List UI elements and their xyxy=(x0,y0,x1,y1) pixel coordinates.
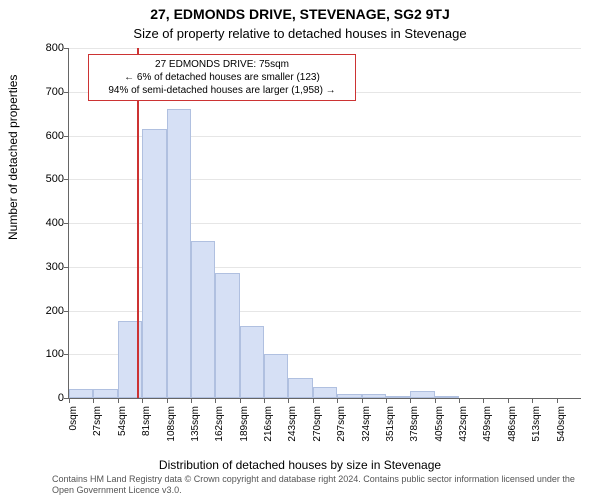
histogram-bar xyxy=(93,389,117,398)
x-tick-mark xyxy=(313,398,314,403)
x-tick-label: 486sqm xyxy=(507,406,518,466)
x-tick-label: 432sqm xyxy=(458,406,469,466)
histogram-bar xyxy=(386,396,410,398)
y-tick-label: 500 xyxy=(24,173,64,185)
y-tick-label: 800 xyxy=(24,42,64,54)
chart-title-description: Size of property relative to detached ho… xyxy=(0,26,600,41)
y-tick-mark xyxy=(64,354,69,355)
y-tick-label: 400 xyxy=(24,217,64,229)
y-tick-label: 700 xyxy=(24,86,64,98)
x-axis-label: Distribution of detached houses by size … xyxy=(0,458,600,472)
x-tick-mark xyxy=(142,398,143,403)
x-tick-label: 243sqm xyxy=(287,406,298,466)
histogram-bar xyxy=(362,394,386,398)
gridline xyxy=(69,48,581,49)
histogram-bar xyxy=(215,273,239,398)
y-tick-mark xyxy=(64,179,69,180)
y-tick-mark xyxy=(64,311,69,312)
x-tick-label: 378sqm xyxy=(409,406,420,466)
y-tick-label: 300 xyxy=(24,261,64,273)
y-axis-label: Number of detached properties xyxy=(6,75,20,240)
y-tick-label: 0 xyxy=(24,392,64,404)
x-tick-mark xyxy=(93,398,94,403)
histogram-bar xyxy=(69,389,93,398)
x-tick-mark xyxy=(508,398,509,403)
info-box-line: 27 EDMONDS DRIVE: 75sqm xyxy=(95,58,349,71)
x-tick-label: 54sqm xyxy=(117,406,128,466)
x-tick-label: 27sqm xyxy=(92,406,103,466)
x-tick-mark xyxy=(240,398,241,403)
x-tick-mark xyxy=(557,398,558,403)
x-tick-mark xyxy=(288,398,289,403)
x-tick-mark xyxy=(264,398,265,403)
histogram-bar xyxy=(142,129,166,398)
x-tick-mark xyxy=(167,398,168,403)
attribution-text: Contains HM Land Registry data © Crown c… xyxy=(52,474,592,496)
x-tick-label: 0sqm xyxy=(68,406,79,466)
y-tick-mark xyxy=(64,136,69,137)
x-tick-label: 216sqm xyxy=(263,406,274,466)
x-tick-label: 324sqm xyxy=(361,406,372,466)
x-tick-mark xyxy=(337,398,338,403)
x-tick-label: 351sqm xyxy=(385,406,396,466)
histogram-bar xyxy=(410,391,434,398)
x-tick-mark xyxy=(362,398,363,403)
x-tick-label: 405sqm xyxy=(434,406,445,466)
x-tick-mark xyxy=(532,398,533,403)
info-box-line: ← 6% of detached houses are smaller (123… xyxy=(95,71,349,84)
histogram-bar xyxy=(191,241,215,399)
y-tick-mark xyxy=(64,267,69,268)
info-box: 27 EDMONDS DRIVE: 75sqm← 6% of detached … xyxy=(88,54,356,101)
x-tick-label: 459sqm xyxy=(482,406,493,466)
x-tick-mark xyxy=(410,398,411,403)
x-tick-label: 81sqm xyxy=(141,406,152,466)
y-tick-label: 600 xyxy=(24,130,64,142)
y-tick-label: 100 xyxy=(24,348,64,360)
histogram-bar xyxy=(167,109,191,398)
x-tick-mark xyxy=(459,398,460,403)
y-tick-mark xyxy=(64,48,69,49)
histogram-bar xyxy=(240,326,264,398)
x-tick-mark xyxy=(69,398,70,403)
y-tick-label: 200 xyxy=(24,305,64,317)
x-tick-mark xyxy=(118,398,119,403)
chart-title-address: 27, EDMONDS DRIVE, STEVENAGE, SG2 9TJ xyxy=(0,6,600,22)
x-tick-label: 162sqm xyxy=(214,406,225,466)
histogram-bar xyxy=(337,394,361,398)
x-tick-label: 540sqm xyxy=(556,406,567,466)
info-box-line: 94% of semi-detached houses are larger (… xyxy=(95,84,349,97)
histogram-bar xyxy=(264,354,288,398)
x-tick-mark xyxy=(435,398,436,403)
histogram-bar xyxy=(435,396,459,398)
histogram-bar xyxy=(313,387,337,398)
x-tick-mark xyxy=(386,398,387,403)
y-tick-mark xyxy=(64,92,69,93)
x-tick-label: 297sqm xyxy=(336,406,347,466)
x-tick-label: 108sqm xyxy=(166,406,177,466)
x-tick-mark xyxy=(483,398,484,403)
x-tick-label: 135sqm xyxy=(190,406,201,466)
y-tick-mark xyxy=(64,223,69,224)
histogram-bar xyxy=(288,378,312,398)
chart-container: 27, EDMONDS DRIVE, STEVENAGE, SG2 9TJ Si… xyxy=(0,0,600,500)
x-tick-mark xyxy=(191,398,192,403)
x-tick-label: 513sqm xyxy=(531,406,542,466)
x-tick-mark xyxy=(215,398,216,403)
x-tick-label: 270sqm xyxy=(312,406,323,466)
x-tick-label: 189sqm xyxy=(239,406,250,466)
